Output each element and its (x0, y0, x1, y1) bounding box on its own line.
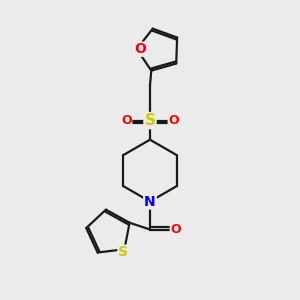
Text: O: O (170, 223, 181, 236)
Text: N: N (144, 194, 156, 208)
Text: S: S (118, 245, 128, 259)
Text: O: O (168, 114, 179, 127)
Text: S: S (145, 113, 155, 128)
Text: O: O (121, 114, 132, 127)
Text: O: O (134, 42, 146, 56)
